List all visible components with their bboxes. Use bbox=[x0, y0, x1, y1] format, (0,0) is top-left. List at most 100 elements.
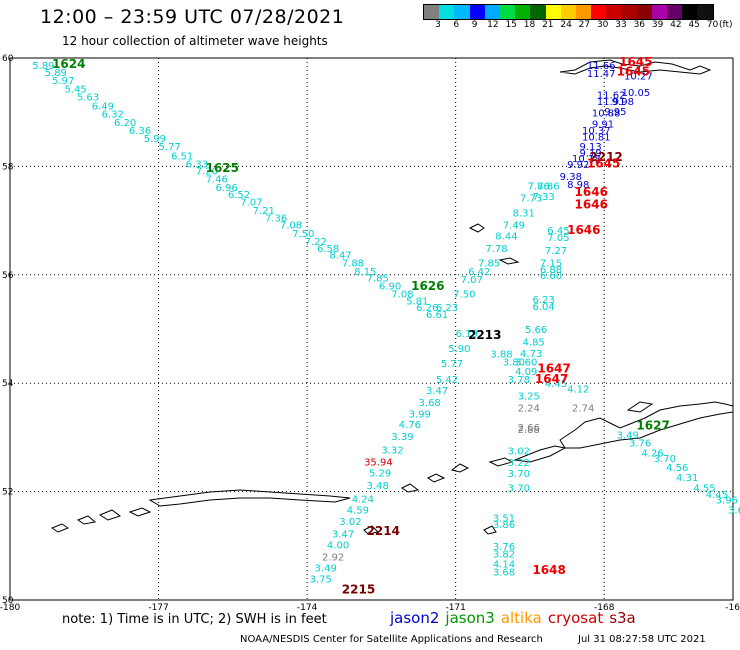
wave-height-value: 4.56 bbox=[666, 463, 688, 474]
wave-height-value: 9.98 bbox=[612, 97, 634, 108]
wave-height-value: 2.88 bbox=[518, 425, 540, 436]
color-swatch bbox=[560, 5, 576, 19]
wave-height-value: 5.81 bbox=[406, 297, 428, 308]
latitude-label: 58 bbox=[2, 162, 14, 172]
wave-height-value: 7.07 bbox=[240, 197, 262, 208]
wave-height-value: 6.36 bbox=[129, 126, 151, 137]
pass-time-label: 1647 bbox=[535, 372, 568, 386]
coastline-path bbox=[363, 525, 380, 535]
wave-height-value: 5.89 bbox=[45, 68, 67, 79]
wave-height-value: 4.26 bbox=[641, 448, 663, 459]
wave-height-value: 7.86 bbox=[537, 182, 559, 193]
wave-height-value: 8.15 bbox=[354, 267, 376, 278]
wave-height-value: 8.98 bbox=[567, 180, 589, 191]
wave-height-value: 2.66 bbox=[518, 423, 540, 434]
pass-time-label: 2215 bbox=[342, 582, 375, 596]
wave-height-value: 3.70 bbox=[508, 469, 530, 480]
wave-height-value: 6.20 bbox=[114, 118, 136, 129]
wave-height-value: 2.92 bbox=[322, 552, 344, 563]
wave-height-value: 3.86 bbox=[493, 520, 515, 531]
wave-height-value: 3.32 bbox=[381, 446, 403, 457]
longitude-label: -180 bbox=[0, 603, 20, 613]
coastline-path bbox=[76, 515, 97, 525]
wave-height-value: 6.26 bbox=[416, 303, 438, 314]
wave-height-labels: 5.895.895.975.455.636.496.326.206.365.99… bbox=[32, 61, 740, 586]
wave-height-value: 5.63 bbox=[77, 92, 99, 103]
wave-height-value: 4.59 bbox=[347, 505, 369, 516]
color-swatch bbox=[591, 5, 607, 19]
pass-time-label: 2213 bbox=[468, 328, 501, 342]
wave-height-value: 6.52 bbox=[228, 190, 250, 201]
wave-height-value: 10.88 bbox=[592, 109, 621, 120]
wave-height-value: 7.85 bbox=[478, 259, 500, 270]
longitude-label: -174 bbox=[297, 603, 318, 613]
legend-jason2: jason2 bbox=[390, 609, 440, 627]
chart-subtitle: 12 hour collection of altimeter wave hei… bbox=[62, 34, 328, 48]
wave-height-value: 7.15 bbox=[540, 259, 562, 270]
coastline-path bbox=[468, 223, 485, 233]
color-swatch bbox=[515, 5, 531, 19]
wave-height-value: 7.22 bbox=[305, 237, 327, 248]
coastline-path bbox=[427, 473, 446, 483]
pass-time-label: 1648 bbox=[532, 563, 565, 577]
wave-height-value: 6.23 bbox=[532, 295, 554, 306]
pass-time-label: 2214 bbox=[367, 524, 400, 538]
wave-height-value: 6.23 bbox=[436, 303, 458, 314]
color-swatch bbox=[454, 5, 470, 19]
color-swatch bbox=[697, 5, 713, 19]
wave-height-value: 10.05 bbox=[622, 88, 651, 99]
color-scale-label: 30 bbox=[596, 20, 609, 30]
wave-height-value: 6.90 bbox=[379, 281, 401, 292]
wave-height-value: 10.37 bbox=[582, 126, 611, 137]
latitude-label: 54 bbox=[2, 379, 14, 389]
wave-height-value: 4.14 bbox=[493, 559, 515, 570]
wave-height-value: 3.88 bbox=[490, 350, 512, 361]
coastline-path bbox=[488, 457, 514, 467]
color-swatch bbox=[484, 5, 500, 19]
wave-height-value: 10.27 bbox=[624, 72, 653, 83]
wave-height-value: 6.58 bbox=[317, 244, 339, 255]
wave-height-value: 3.96 bbox=[716, 496, 738, 507]
coastline-path bbox=[559, 401, 734, 449]
color-swatch bbox=[545, 5, 561, 19]
wave-height-value: 3.49 bbox=[315, 563, 337, 574]
color-scale-label: 21 bbox=[542, 20, 554, 30]
wave-height-value: 4.85 bbox=[523, 337, 545, 348]
color-scale-label: 6 bbox=[453, 20, 460, 30]
wave-height-value: 4.24 bbox=[352, 494, 374, 505]
wave-height-value: 6.19 bbox=[456, 329, 478, 340]
color-scale-label: 12 bbox=[487, 20, 499, 30]
wave-height-value: 6.49 bbox=[92, 101, 114, 112]
wave-height-value: 5.97 bbox=[52, 76, 74, 87]
coastline-path bbox=[50, 523, 70, 533]
wave-height-value: 3.70 bbox=[508, 484, 530, 495]
color-swatch bbox=[651, 5, 667, 19]
longitude-label: -171 bbox=[445, 603, 465, 613]
wave-height-value: 8.31 bbox=[513, 208, 535, 219]
wave-height-value: 3.39 bbox=[391, 432, 413, 443]
wave-height-value: 3.76 bbox=[629, 439, 651, 450]
coastline-path bbox=[498, 257, 520, 265]
color-scale-unit: (ft) bbox=[719, 20, 733, 30]
wave-height-value: 4.45 bbox=[706, 490, 728, 501]
wave-height-value: 8.44 bbox=[495, 232, 517, 243]
wave-height-value: 7.86 bbox=[527, 182, 549, 193]
color-scale-labels: 3 6 9 12 15 18 21 24 27 30 33 36 39 42 45 70 bbox=[423, 20, 740, 32]
wave-height-value: 3.76 bbox=[493, 542, 515, 553]
wave-height-value: 6.60 bbox=[540, 271, 562, 282]
wave-height-value: 3.70 bbox=[654, 454, 676, 465]
coastline-path bbox=[626, 401, 654, 413]
color-scale-label: 33 bbox=[615, 20, 627, 30]
wave-height-value: 7.73 bbox=[520, 194, 542, 205]
wave-height-value: 7.85 bbox=[367, 273, 389, 284]
wave-height-value: 9.38 bbox=[560, 172, 582, 183]
latitude-label: 56 bbox=[2, 271, 14, 281]
axis-labels: -180 -177 -174 -171 -168 -16 60 58 56 54 52 50 bbox=[0, 54, 740, 613]
legend-altika: altika bbox=[500, 609, 542, 627]
map-grid bbox=[9, 57, 734, 601]
wave-height-value: 7.49 bbox=[503, 221, 525, 232]
wave-height-value: 6.32 bbox=[102, 110, 124, 121]
wave-height-value: 6.61 bbox=[426, 310, 448, 321]
pass-time-label: 1645 bbox=[617, 64, 650, 78]
chart-title: 12:00 – 23:59 UTC 07/28/2021 bbox=[40, 6, 345, 28]
